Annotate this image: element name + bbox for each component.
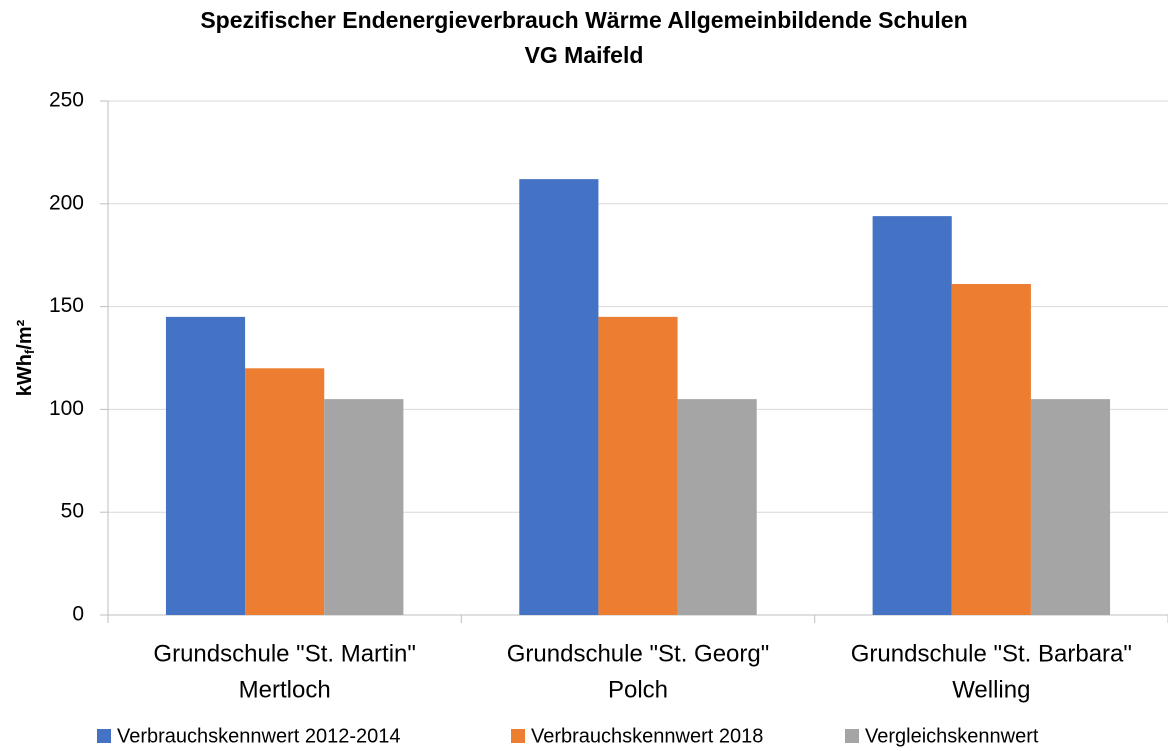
x-tick-label: Grundschule "St. Martin" [153,640,415,667]
y-axis-label-part: kWh [14,354,36,396]
legend-swatch [845,729,859,743]
bar [951,283,1031,615]
y-tick-label: 150 [49,294,84,317]
y-tick-label: 0 [72,603,84,626]
legend-label: Verbrauchskennwert 2018 [531,725,763,747]
chart-title: VG Maifeld [525,42,644,68]
y-tick-label: 100 [49,397,84,420]
y-tick-label: 50 [61,500,84,523]
bar [1030,399,1111,615]
legend-label: Verbrauchskennwert 2012-2014 [117,725,401,747]
x-tick-label: Welling [952,676,1030,703]
legend-swatch [511,729,525,743]
bar [165,316,246,615]
y-axis-label-part: /m² [14,319,36,349]
bar [324,399,404,615]
legend-swatch [97,729,111,743]
bar [519,179,599,616]
y-tick-label: 200 [49,191,84,214]
y-axis-label: kWhf/m² [14,319,37,396]
bar [598,316,678,615]
x-tick-label: Grundschule "St. Barbara" [851,640,1132,667]
legend-label: Vergleichskennwert [865,725,1039,747]
y-axis-label-sub: f [22,349,37,354]
x-tick-label: Grundschule "St. Georg" [507,640,770,667]
bar [245,368,325,615]
x-tick-label: Polch [608,676,668,703]
y-tick-label: 250 [49,89,84,112]
x-tick-label: Mertloch [239,676,331,703]
bar [872,216,952,616]
bar [677,399,757,615]
chart-title: Spezifischer Endenergieverbrauch Wärme A… [200,7,967,33]
